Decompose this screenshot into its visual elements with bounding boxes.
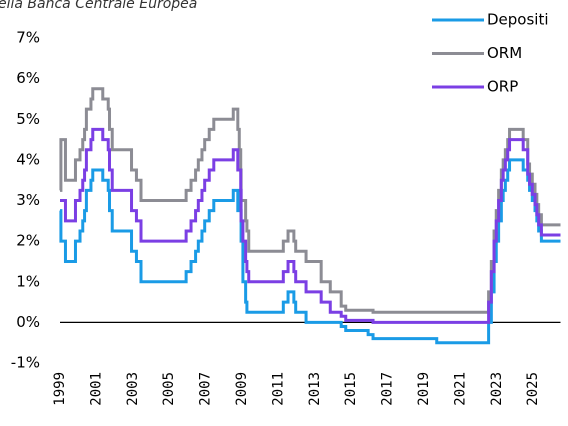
legend-label: Depositi xyxy=(487,11,549,29)
x-tick-label: 2025 xyxy=(525,372,541,406)
x-tick-label: 2007 xyxy=(198,372,214,406)
x-tick-label: 2005 xyxy=(161,372,177,406)
legend-label: ORP xyxy=(487,78,518,96)
x-tick-label: 2023 xyxy=(489,372,505,406)
y-tick-label: -1% xyxy=(11,354,40,372)
series-line xyxy=(60,127,561,324)
y-tick-label: 5% xyxy=(16,110,40,128)
y-tick-label: 7% xyxy=(16,29,40,47)
y-tick-label: 6% xyxy=(16,69,40,87)
y-tick-label: 1% xyxy=(16,272,40,290)
legend-label: ORM xyxy=(487,44,522,62)
x-tick-label: 2017 xyxy=(380,372,396,406)
y-tick-label: 2% xyxy=(16,232,40,250)
y-tick-label: 0% xyxy=(16,313,40,331)
x-tick-label: 2021 xyxy=(452,372,468,406)
x-tick-label: 2003 xyxy=(125,372,141,406)
x-tick-label: 2013 xyxy=(307,372,323,406)
x-tick-label: 2001 xyxy=(88,372,104,406)
y-tick-label: 4% xyxy=(16,150,40,168)
x-tick-label: 2019 xyxy=(416,372,432,406)
series-line xyxy=(59,158,561,345)
x-tick-label: 2015 xyxy=(343,372,359,406)
x-tick-label: 1999 xyxy=(52,372,68,406)
series-line xyxy=(59,87,561,314)
chart-title: ella Banca Centrale Europea xyxy=(0,0,197,12)
x-tick-label: 2011 xyxy=(270,372,286,406)
x-tick-label: 2009 xyxy=(234,372,250,406)
y-tick-label: 3% xyxy=(16,191,40,209)
